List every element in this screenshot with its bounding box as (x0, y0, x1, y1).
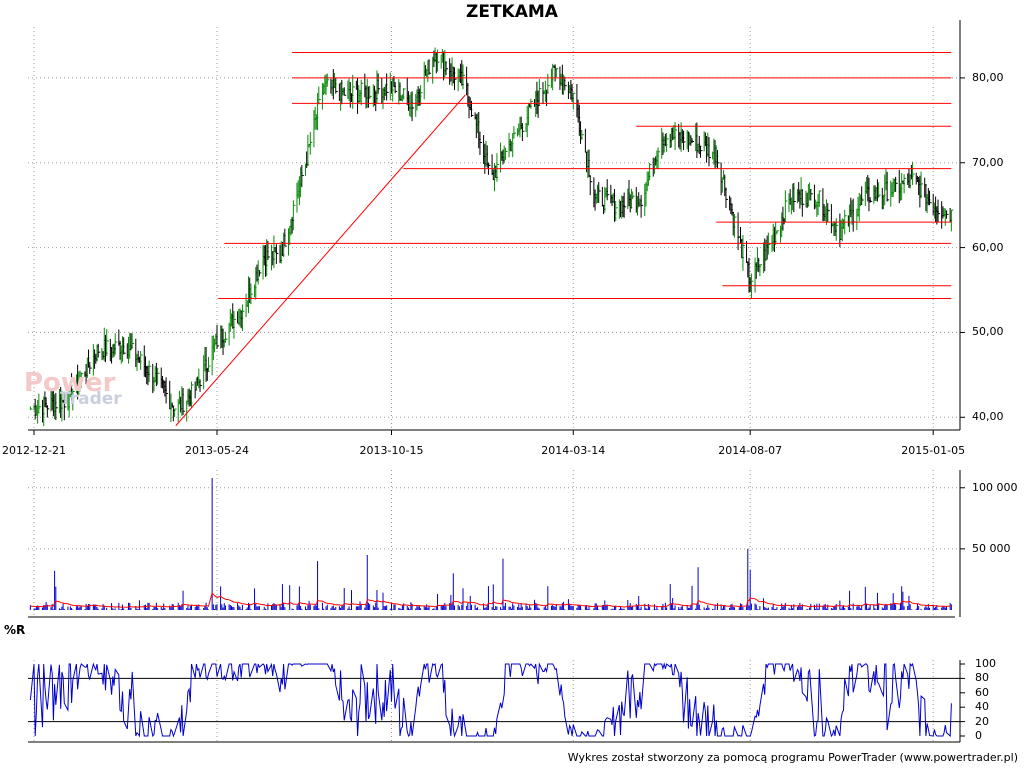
indicator-tick-label: 100 (975, 657, 996, 670)
indicator-tick-label: 20 (975, 714, 989, 728)
date-tick-label: 2015-01-05 (901, 444, 966, 457)
price-tick-label: 80,00 (972, 70, 1004, 84)
volume-average-line (30, 592, 952, 608)
trend-line (175, 94, 466, 427)
date-tick-label: 2014-08-07 (718, 444, 783, 457)
date-tick-label: 2012-12-21 (2, 444, 66, 457)
price-tick-label: 40,00 (972, 410, 1004, 424)
indicator-tick-label: 0 (975, 729, 982, 742)
volume-tick-label: 100 000 (972, 480, 1018, 494)
price-tick-label: 60,00 (972, 240, 1004, 254)
volume-tick-label: 50 000 (972, 541, 1011, 555)
date-tick-label: 2013-05-24 (185, 444, 249, 457)
price-tick-label: 70,00 (972, 155, 1004, 169)
indicator-tick-label: 40 (975, 700, 989, 714)
price-tick-label: 50,00 (972, 325, 1004, 339)
watermark-line2: Trader (60, 389, 122, 409)
indicator-name: %R (4, 623, 26, 637)
powertrader-watermark: Power Trader (24, 370, 122, 408)
date-tick-label: 2014-03-14 (541, 444, 606, 457)
chart-title: ZETKAMA (466, 2, 558, 22)
indicator-tick-label: 80 (975, 671, 989, 685)
date-tick-label: 2013-10-15 (359, 444, 424, 457)
footer-credit: Wykres został stworzony za pomocą progra… (567, 751, 1018, 764)
williams-r-line (29, 662, 952, 738)
watermark-line1: Power (24, 368, 116, 398)
indicator-tick-label: 60 (975, 685, 989, 699)
